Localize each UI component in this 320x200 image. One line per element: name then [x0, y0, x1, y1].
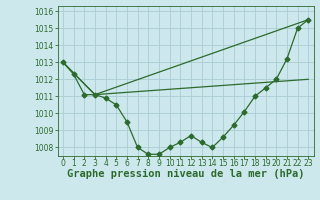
X-axis label: Graphe pression niveau de la mer (hPa): Graphe pression niveau de la mer (hPa): [67, 169, 304, 179]
